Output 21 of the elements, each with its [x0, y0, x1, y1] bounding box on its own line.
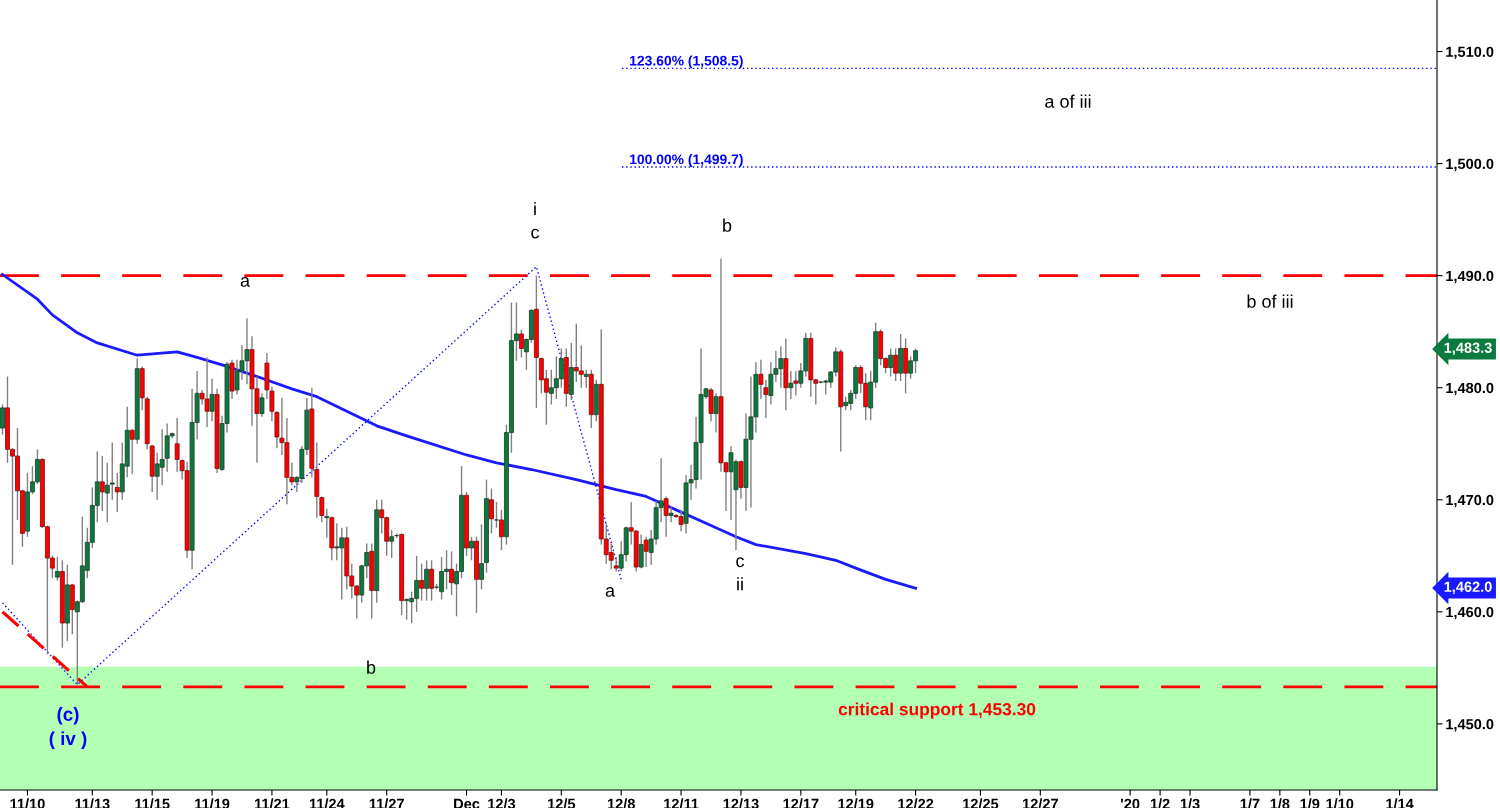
ref-line-label: critical support 1,453.30	[838, 702, 1036, 719]
annotation: b	[367, 660, 376, 674]
ref-line-label: 100.00% (1,499.7)	[630, 154, 743, 167]
text: 1,462.0	[1444, 581, 1492, 595]
annotation: a	[605, 586, 616, 597]
annotation: b of iii	[1247, 294, 1293, 308]
y-tick-label: 1,450.0	[1446, 718, 1494, 732]
y-tick-label: 1,480.0	[1446, 382, 1494, 396]
y-tick-label: 1,500.0	[1446, 158, 1494, 172]
annotation: b	[723, 218, 732, 232]
y-tick-label: 1,490.0	[1446, 270, 1494, 284]
y-tick-label: 1,470.0	[1446, 494, 1494, 508]
annotation: a of iii	[1045, 94, 1091, 108]
annotation: c ii	[736, 557, 745, 591]
y-tick-label: 1,510.0	[1446, 46, 1494, 60]
ref-line-label: 123.60% (1,508.5)	[630, 55, 743, 69]
annotation: i c	[531, 201, 540, 239]
y-tick-label: 1,460.0	[1446, 606, 1494, 620]
text: 1,483.3	[1444, 342, 1492, 356]
annotation: a	[240, 276, 251, 287]
annotation: (c) ( iv )	[49, 707, 87, 749]
